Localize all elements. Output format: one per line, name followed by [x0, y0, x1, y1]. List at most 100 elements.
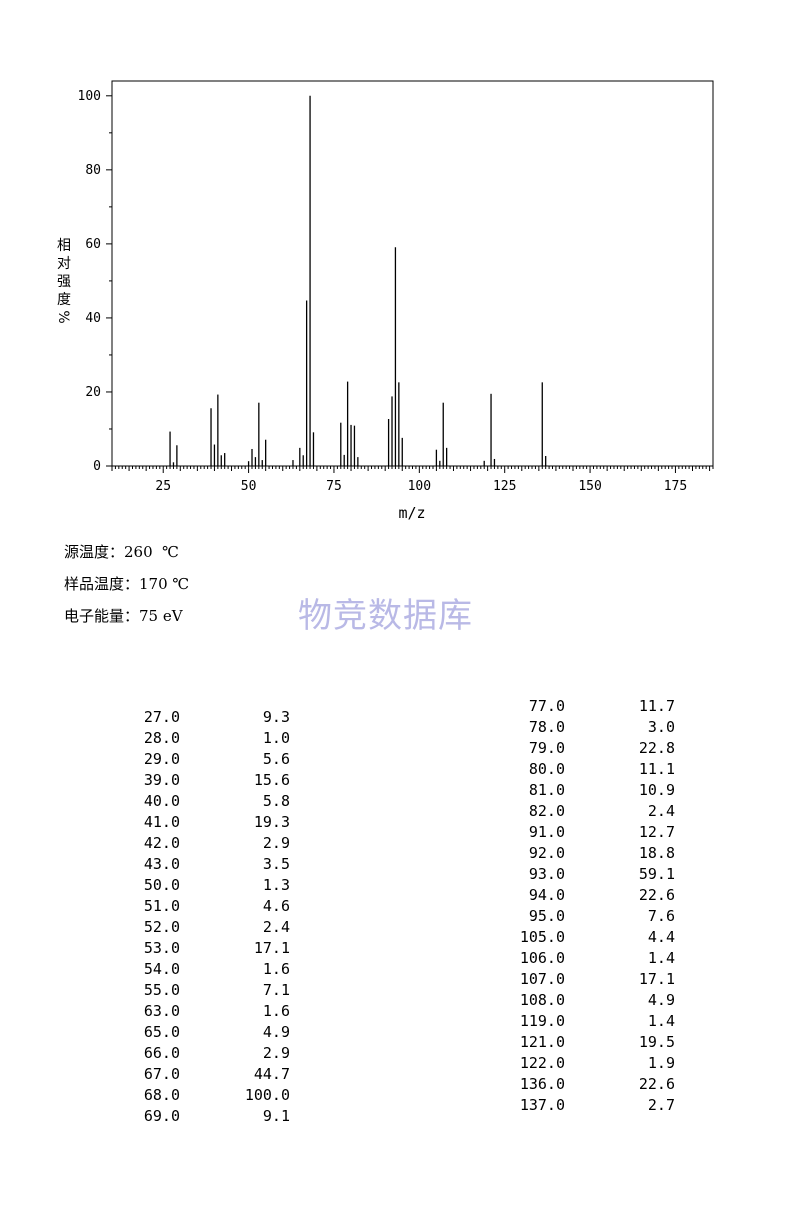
- mz-value: 137.0: [519, 1096, 565, 1114]
- mz-value: 29.0: [143, 750, 180, 768]
- table-row: 121.0 19.5: [499, 1032, 675, 1053]
- table-row: 92.0 18.8: [499, 843, 675, 864]
- table-row: 106.0 1.4: [499, 948, 675, 969]
- mz-value: 78.0: [528, 718, 565, 736]
- intensity-value: 59.1: [638, 865, 675, 883]
- mz-value: 42.0: [143, 834, 180, 852]
- mz-value: 69.0: [143, 1107, 180, 1125]
- intensity-value: 7.6: [647, 907, 675, 925]
- table-row: 53.0 17.1: [114, 938, 290, 959]
- mz-value: 53.0: [143, 939, 180, 957]
- table-row: 43.0 3.5: [114, 854, 290, 875]
- table-row: 28.0 1.0: [114, 728, 290, 749]
- intensity-value: 1.4: [647, 1012, 675, 1030]
- mz-value: 55.0: [143, 981, 180, 999]
- intensity-value: 1.3: [262, 876, 290, 894]
- mz-value: 41.0: [143, 813, 180, 831]
- mz-value: 66.0: [143, 1044, 180, 1062]
- x-tick-label: 25: [155, 479, 171, 494]
- intensity-value: 2.4: [647, 802, 675, 820]
- table-row: 82.0 2.4: [499, 801, 675, 822]
- mz-value: 81.0: [528, 781, 565, 799]
- mz-value: 51.0: [143, 897, 180, 915]
- mz-value: 94.0: [528, 886, 565, 904]
- intensity-value: 4.4: [647, 928, 675, 946]
- intensity-value: 17.1: [638, 970, 675, 988]
- table-row: 91.0 12.7: [499, 822, 675, 843]
- electron-energy: 电子能量：75 eV: [64, 607, 183, 625]
- y-tick-label: 20: [85, 385, 101, 400]
- intensity-value: 10.9: [638, 781, 675, 799]
- table-row: 94.0 22.6: [499, 885, 675, 906]
- table-row: 79.0 22.8: [499, 738, 675, 759]
- table-row: 66.0 2.9: [114, 1043, 290, 1064]
- x-axis: 25 50 75 100 125 150 175: [111, 466, 714, 494]
- table-row: 27.0 9.3: [114, 707, 290, 728]
- peak-series: [169, 95, 547, 466]
- y-tick-label: 0: [93, 459, 101, 474]
- source-temperature: 源温度：260 ℃: [64, 543, 179, 561]
- table-row: 122.0 1.9: [499, 1053, 675, 1074]
- table-row: 137.0 2.7: [499, 1095, 675, 1116]
- table-row: 107.0 17.1: [499, 969, 675, 990]
- intensity-value: 11.7: [638, 697, 675, 715]
- mz-value: 107.0: [519, 970, 565, 988]
- y-axis-title-char: 度: [57, 292, 71, 308]
- intensity-value: 4.9: [647, 991, 675, 1009]
- y-axis-title-char: 对: [57, 256, 71, 272]
- mz-value: 77.0: [528, 697, 565, 715]
- mz-value: 92.0: [528, 844, 565, 862]
- intensity-value: 2.4: [262, 918, 290, 936]
- y-axis: 0 20 40 60 80 100: [78, 89, 112, 474]
- table-row: 77.0 11.7: [499, 696, 675, 717]
- watermark-text: 物竞数据库: [298, 596, 473, 636]
- table-row: 81.0 10.9: [499, 780, 675, 801]
- table-row: 105.0 4.4: [499, 927, 675, 948]
- table-row: 29.0 5.6: [114, 749, 290, 770]
- mz-value: 121.0: [519, 1033, 565, 1051]
- table-row: 50.0 1.3: [114, 875, 290, 896]
- sample-temperature: 样品温度：170 ℃: [64, 575, 190, 593]
- x-tick-label: 100: [408, 479, 431, 494]
- intensity-value: 1.0: [262, 729, 290, 747]
- table-row: 68.0 100.0: [114, 1085, 290, 1106]
- mz-value: 79.0: [528, 739, 565, 757]
- mz-value: 105.0: [519, 928, 565, 946]
- mz-value: 27.0: [143, 708, 180, 726]
- table-row: 41.0 19.3: [114, 812, 290, 833]
- intensity-value: 1.6: [262, 1002, 290, 1020]
- mz-value: 40.0: [143, 792, 180, 810]
- mz-value: 65.0: [143, 1023, 180, 1041]
- table-row: 51.0 4.6: [114, 896, 290, 917]
- intensity-value: 22.8: [638, 739, 675, 757]
- table-row: 78.0 3.0: [499, 717, 675, 738]
- intensity-value: 1.4: [647, 949, 675, 967]
- intensity-value: 9.3: [262, 708, 290, 726]
- intensity-value: 19.3: [253, 813, 290, 831]
- table-row: 95.0 7.6: [499, 906, 675, 927]
- mz-value: 54.0: [143, 960, 180, 978]
- intensity-value: 12.7: [638, 823, 675, 841]
- intensity-value: 1.6: [262, 960, 290, 978]
- y-tick-label: 100: [78, 89, 101, 104]
- table-row: 108.0 4.9: [499, 990, 675, 1011]
- intensity-value: 3.5: [262, 855, 290, 873]
- mz-value: 67.0: [143, 1065, 180, 1083]
- intensity-value: 18.8: [638, 844, 675, 862]
- table-row: 136.0 22.6: [499, 1074, 675, 1095]
- mz-value: 68.0: [143, 1086, 180, 1104]
- mz-value: 28.0: [143, 729, 180, 747]
- x-tick-label: 50: [241, 479, 257, 494]
- mz-value: 95.0: [528, 907, 565, 925]
- intensity-value: 2.7: [647, 1096, 675, 1114]
- mz-value: 50.0: [143, 876, 180, 894]
- mz-value: 52.0: [143, 918, 180, 936]
- mz-value: 63.0: [143, 1002, 180, 1020]
- intensity-value: 15.6: [253, 771, 290, 789]
- y-tick-label: 60: [85, 237, 101, 252]
- table-row: 55.0 7.1: [114, 980, 290, 1001]
- x-tick-label: 150: [578, 479, 601, 494]
- x-axis-title: m/z: [398, 504, 425, 522]
- mz-value: 80.0: [528, 760, 565, 778]
